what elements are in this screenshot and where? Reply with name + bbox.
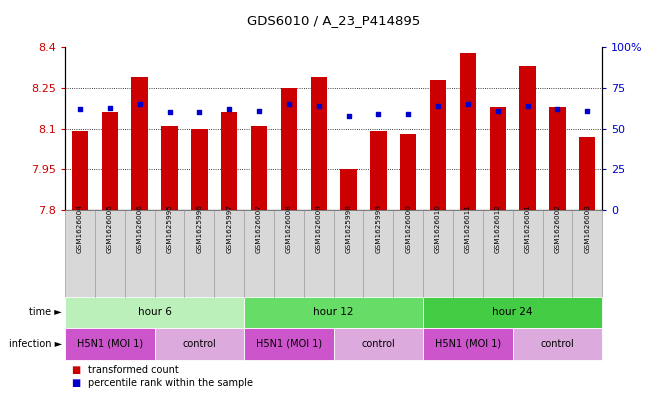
Bar	[490, 107, 506, 210]
Bar	[191, 129, 208, 210]
Text: time ►: time ►	[29, 307, 62, 318]
Text: hour 12: hour 12	[313, 307, 354, 318]
Bar	[549, 107, 566, 210]
Point	[582, 108, 592, 114]
Text: GSM1626003: GSM1626003	[584, 205, 590, 253]
Text: control: control	[540, 339, 574, 349]
Bar	[400, 134, 417, 210]
Text: ■: ■	[72, 378, 81, 388]
Point	[493, 108, 503, 114]
Text: GSM1626011: GSM1626011	[465, 205, 471, 253]
Text: H5N1 (MOI 1): H5N1 (MOI 1)	[435, 339, 501, 349]
Text: GSM1626004: GSM1626004	[77, 205, 83, 253]
Bar	[221, 112, 238, 210]
Bar	[430, 80, 447, 210]
Bar	[281, 88, 297, 210]
Text: GSM1626009: GSM1626009	[316, 205, 322, 253]
Bar	[460, 53, 476, 210]
Point	[254, 108, 264, 114]
Bar	[72, 131, 89, 210]
Text: hour 6: hour 6	[137, 307, 172, 318]
Text: H5N1 (MOI 1): H5N1 (MOI 1)	[77, 339, 143, 349]
Bar	[579, 137, 596, 210]
Text: infection ►: infection ►	[8, 339, 62, 349]
Text: GDS6010 / A_23_P414895: GDS6010 / A_23_P414895	[247, 14, 421, 27]
Point	[552, 106, 562, 112]
Text: GSM1626012: GSM1626012	[495, 205, 501, 253]
Text: GSM1626002: GSM1626002	[555, 205, 561, 253]
Point	[522, 103, 533, 109]
Text: GSM1626001: GSM1626001	[525, 205, 531, 253]
Bar	[102, 112, 118, 210]
Bar	[370, 131, 387, 210]
Point	[194, 109, 204, 116]
Point	[314, 103, 324, 109]
Text: GSM1626005: GSM1626005	[107, 205, 113, 253]
Text: GSM1625999: GSM1625999	[376, 205, 381, 253]
Text: GSM1626000: GSM1626000	[405, 205, 411, 253]
Point	[433, 103, 443, 109]
Bar	[519, 66, 536, 210]
Text: GSM1626007: GSM1626007	[256, 205, 262, 253]
Bar	[251, 126, 268, 210]
Text: GSM1625997: GSM1625997	[226, 205, 232, 253]
Text: GSM1625995: GSM1625995	[167, 205, 173, 253]
Point	[403, 111, 413, 117]
Point	[284, 101, 294, 107]
Point	[463, 101, 473, 107]
Point	[373, 111, 383, 117]
Text: GSM1626006: GSM1626006	[137, 205, 143, 253]
Bar	[340, 169, 357, 210]
Text: GSM1626010: GSM1626010	[435, 205, 441, 253]
Text: GSM1626008: GSM1626008	[286, 205, 292, 253]
Text: hour 24: hour 24	[492, 307, 533, 318]
Text: control: control	[361, 339, 395, 349]
Text: ■: ■	[72, 365, 81, 375]
Bar	[132, 77, 148, 210]
Point	[135, 101, 145, 107]
Text: H5N1 (MOI 1): H5N1 (MOI 1)	[256, 339, 322, 349]
Text: GSM1625996: GSM1625996	[197, 205, 202, 253]
Point	[105, 105, 115, 111]
Text: transformed count: transformed count	[88, 365, 178, 375]
Bar	[161, 126, 178, 210]
Point	[75, 106, 85, 112]
Bar	[311, 77, 327, 210]
Text: control: control	[182, 339, 216, 349]
Point	[164, 109, 174, 116]
Point	[343, 112, 353, 119]
Point	[224, 106, 234, 112]
Text: percentile rank within the sample: percentile rank within the sample	[88, 378, 253, 388]
Text: GSM1625998: GSM1625998	[346, 205, 352, 253]
